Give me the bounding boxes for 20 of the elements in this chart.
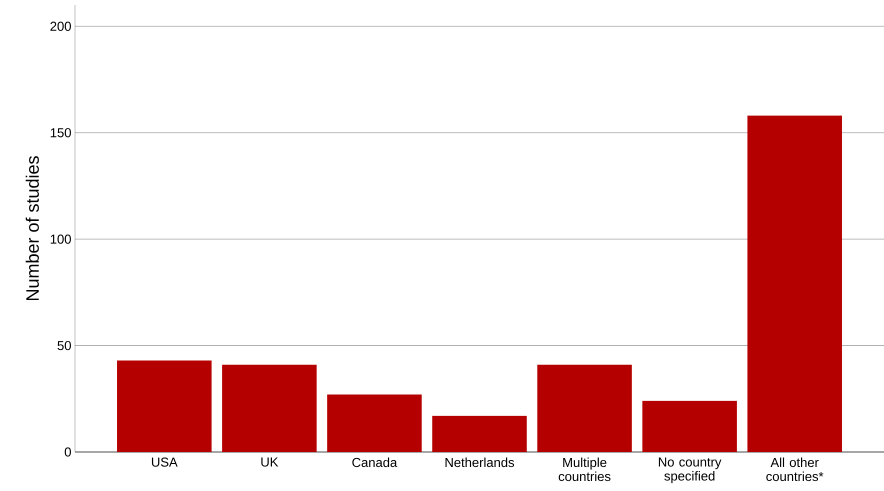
x-tick-label: Netherlands	[446, 458, 514, 468]
x-tick-label: USA	[152, 458, 178, 467]
bar	[117, 360, 212, 452]
bar	[537, 364, 632, 452]
x-tick-label: No country specified	[658, 458, 722, 484]
bar	[222, 364, 317, 452]
y-tick-label: 200	[50, 22, 71, 31]
y-tick-label: 50	[58, 340, 71, 350]
x-tick-label: Multiple countries	[558, 458, 610, 482]
y-tick-label: 0	[64, 447, 71, 457]
x-tick-label: Canada	[352, 458, 398, 468]
bar	[432, 416, 527, 452]
x-tick-label: UK	[261, 458, 278, 467]
bar	[747, 116, 842, 452]
y-tick-label: 150	[50, 128, 71, 138]
bar	[642, 400, 737, 452]
x-tick-label: All other countries*	[766, 458, 824, 482]
y-axis-title: Number of studies	[26, 156, 39, 300]
bar	[327, 394, 422, 452]
y-tick-label: 100	[50, 234, 71, 244]
